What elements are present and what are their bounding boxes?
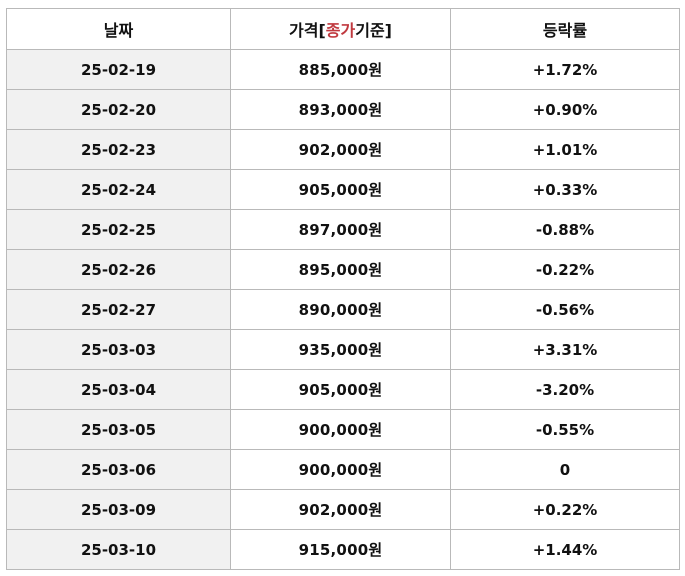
change-cell: +3.31%	[450, 329, 680, 370]
price-cell: 895,000원	[230, 249, 451, 290]
date-cell: 25-03-06	[6, 449, 231, 490]
table-row: 25-02-27 890,000원 -0.56%	[6, 289, 680, 330]
change-cell: -0.56%	[450, 289, 680, 330]
date-cell: 25-03-03	[6, 329, 231, 370]
date-cell: 25-02-27	[6, 289, 231, 330]
header-price: 가격[종가기준]	[230, 8, 451, 50]
date-cell: 25-02-26	[6, 249, 231, 290]
date-cell: 25-02-25	[6, 209, 231, 250]
header-row: 날짜 가격[종가기준] 등락률	[6, 8, 680, 50]
header-price-suffix: 기준]	[355, 21, 392, 40]
header-change: 등락률	[450, 8, 680, 50]
table-row: 25-03-05 900,000원 -0.55%	[6, 409, 680, 450]
date-cell: 25-03-04	[6, 369, 231, 410]
date-cell: 25-02-19	[6, 49, 231, 90]
change-cell: +1.44%	[450, 529, 680, 570]
header-price-prefix: 가격[	[289, 21, 326, 40]
price-cell: 890,000원	[230, 289, 451, 330]
table-row: 25-02-20 893,000원 +0.90%	[6, 89, 680, 130]
table-row: 25-03-04 905,000원 -3.20%	[6, 369, 680, 410]
change-cell: -0.88%	[450, 209, 680, 250]
price-cell: 915,000원	[230, 529, 451, 570]
header-date: 날짜	[6, 8, 231, 50]
table-row: 25-03-09 902,000원 +0.22%	[6, 489, 680, 530]
date-cell: 25-03-09	[6, 489, 231, 530]
table-header: 날짜 가격[종가기준] 등락률	[6, 8, 680, 50]
change-cell: +0.33%	[450, 169, 680, 210]
price-cell: 902,000원	[230, 129, 451, 170]
table-body: 25-02-19 885,000원 +1.72% 25-02-20 893,00…	[6, 49, 680, 570]
change-cell: +0.90%	[450, 89, 680, 130]
table-row: 25-03-10 915,000원 +1.44%	[6, 529, 680, 570]
header-price-accent: 종가	[325, 21, 356, 40]
table-row: 25-02-25 897,000원 -0.88%	[6, 209, 680, 250]
price-cell: 885,000원	[230, 49, 451, 90]
table-row: 25-02-19 885,000원 +1.72%	[6, 49, 680, 90]
change-cell: +1.01%	[450, 129, 680, 170]
table-row: 25-02-23 902,000원 +1.01%	[6, 129, 680, 170]
change-cell: +0.22%	[450, 489, 680, 530]
date-cell: 25-02-24	[6, 169, 231, 210]
price-cell: 897,000원	[230, 209, 451, 250]
date-cell: 25-02-20	[6, 89, 231, 130]
table-row: 25-02-24 905,000원 +0.33%	[6, 169, 680, 210]
price-cell: 893,000원	[230, 89, 451, 130]
price-cell: 935,000원	[230, 329, 451, 370]
table-row: 25-03-06 900,000원 0	[6, 449, 680, 490]
price-cell: 900,000원	[230, 409, 451, 450]
stock-price-table: 날짜 가격[종가기준] 등락률 25-02-19 885,000원 +1.72%…	[6, 8, 680, 570]
price-cell: 905,000원	[230, 369, 451, 410]
table-row: 25-02-26 895,000원 -0.22%	[6, 249, 680, 290]
change-cell: -0.55%	[450, 409, 680, 450]
change-cell: -0.22%	[450, 249, 680, 290]
date-cell: 25-03-10	[6, 529, 231, 570]
change-cell: +1.72%	[450, 49, 680, 90]
price-cell: 905,000원	[230, 169, 451, 210]
change-cell: 0	[450, 449, 680, 490]
price-cell: 902,000원	[230, 489, 451, 530]
change-cell: -3.20%	[450, 369, 680, 410]
table-row: 25-03-03 935,000원 +3.31%	[6, 329, 680, 370]
price-cell: 900,000원	[230, 449, 451, 490]
date-cell: 25-02-23	[6, 129, 231, 170]
date-cell: 25-03-05	[6, 409, 231, 450]
